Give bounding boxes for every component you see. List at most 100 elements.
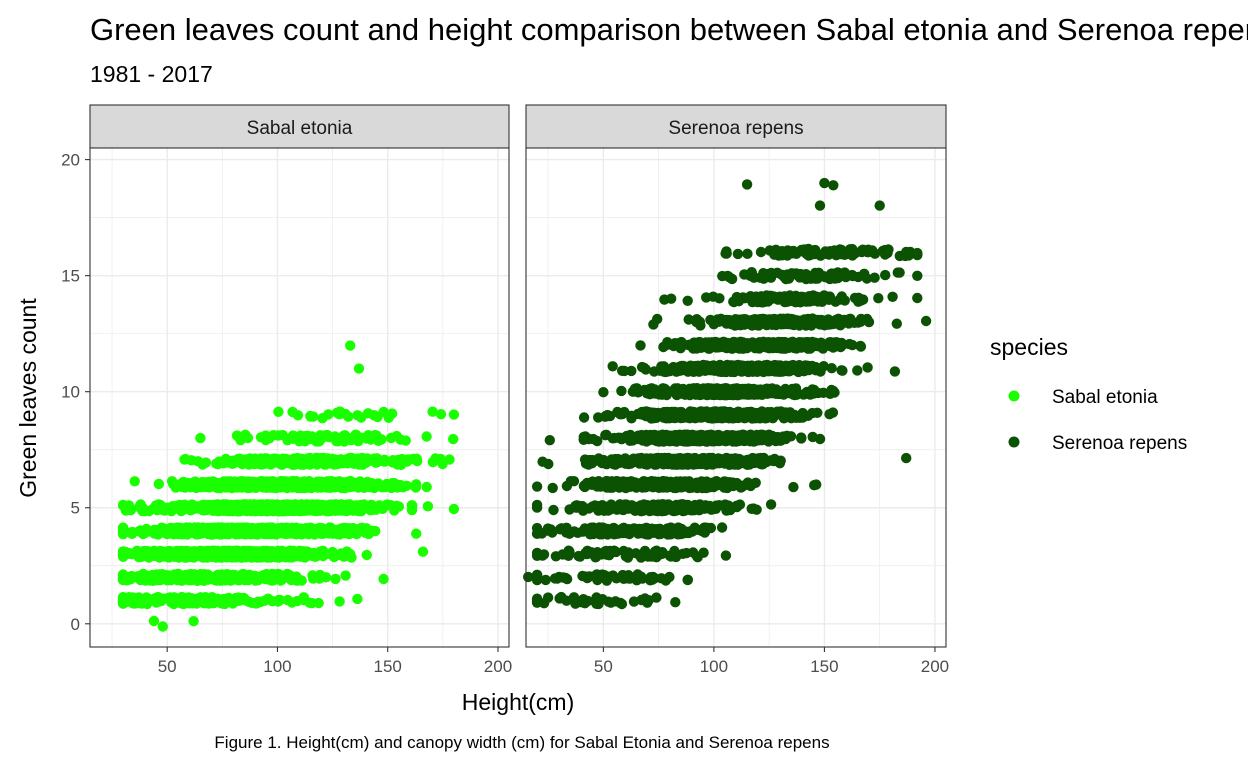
data-point — [275, 475, 287, 487]
data-point — [177, 504, 188, 515]
data-point — [365, 434, 376, 445]
data-point — [129, 476, 140, 487]
chart-subtitle: 1981 - 2017 — [90, 61, 213, 87]
data-point — [531, 499, 543, 511]
data-point — [531, 481, 543, 492]
data-point — [151, 504, 163, 516]
data-point — [311, 549, 322, 560]
data-point — [330, 573, 341, 585]
data-point — [304, 456, 315, 468]
data-point — [170, 527, 181, 538]
data-point — [274, 594, 286, 606]
data-point — [338, 458, 349, 469]
data-point — [282, 594, 293, 606]
data-point — [406, 500, 417, 511]
data-point — [169, 596, 180, 607]
data-point — [346, 552, 357, 563]
data-point — [158, 547, 169, 558]
data-point — [421, 481, 432, 493]
data-point — [251, 598, 262, 609]
data-point — [252, 523, 263, 534]
data-point — [138, 595, 149, 607]
data-point — [616, 385, 627, 397]
data-point — [337, 431, 349, 442]
data-point — [427, 456, 439, 468]
data-point — [117, 574, 129, 585]
data-point — [356, 412, 367, 423]
data-point — [809, 480, 820, 491]
data-point — [393, 501, 405, 512]
data-point — [117, 596, 129, 607]
data-point — [131, 548, 142, 559]
data-point — [340, 502, 351, 514]
data-point — [427, 406, 438, 417]
data-point — [814, 433, 826, 445]
data-point — [171, 545, 182, 557]
data-point — [891, 318, 902, 329]
data-point — [209, 479, 220, 491]
data-point — [239, 499, 250, 510]
data-point — [263, 528, 274, 539]
data-point — [292, 500, 303, 511]
data-point — [300, 501, 311, 512]
facet-strip — [89, 104, 510, 149]
data-point — [197, 459, 208, 470]
data-point — [272, 456, 283, 467]
data-point — [578, 434, 589, 445]
chart-title: Green leaves count and height comparison… — [90, 12, 1248, 47]
data-point — [157, 621, 168, 632]
data-point — [208, 501, 219, 513]
data-point — [139, 506, 151, 517]
data-point — [180, 453, 191, 465]
data-point — [231, 480, 243, 491]
data-point — [400, 435, 411, 446]
data-point — [366, 477, 377, 489]
data-point — [257, 455, 268, 466]
data-point — [325, 482, 336, 493]
data-point — [396, 453, 408, 465]
data-point — [345, 340, 356, 351]
data-point — [193, 594, 204, 606]
data-point — [301, 525, 312, 536]
data-point — [292, 548, 303, 560]
data-point — [284, 569, 295, 581]
data-point — [153, 478, 164, 490]
data-point — [338, 522, 350, 534]
data-point — [388, 457, 399, 468]
data-point — [796, 433, 807, 444]
data-point — [353, 363, 365, 374]
data-point — [435, 409, 447, 420]
data-point — [343, 411, 354, 422]
data-point — [448, 433, 459, 445]
data-point — [260, 430, 271, 441]
data-point — [126, 570, 137, 582]
data-point — [148, 615, 160, 627]
data-point — [200, 526, 211, 538]
data-point — [182, 571, 193, 583]
data-point — [311, 503, 322, 514]
data-point — [191, 571, 202, 582]
data-point — [206, 551, 218, 562]
data-point — [720, 550, 732, 561]
facet-strip-label: Sabal etonia — [247, 118, 353, 139]
data-point — [353, 434, 364, 446]
data-point — [291, 575, 303, 586]
data-point — [328, 528, 339, 539]
data-point — [117, 549, 129, 561]
facet-panel-serenoa-repens: Serenoa repens — [523, 104, 947, 648]
data-point — [401, 480, 412, 491]
panel-background — [90, 148, 509, 647]
data-point — [274, 552, 285, 563]
data-point — [417, 546, 429, 557]
data-point — [411, 528, 422, 539]
data-point — [217, 478, 229, 490]
data-point — [289, 477, 300, 489]
data-point — [292, 410, 304, 421]
data-point — [166, 476, 178, 487]
data-point — [266, 575, 278, 586]
facet-panel-sabal-etonia: Sabal etonia — [89, 104, 510, 648]
data-point — [379, 481, 391, 493]
data-point — [283, 454, 294, 465]
data-point — [188, 500, 199, 511]
data-point — [140, 545, 151, 557]
